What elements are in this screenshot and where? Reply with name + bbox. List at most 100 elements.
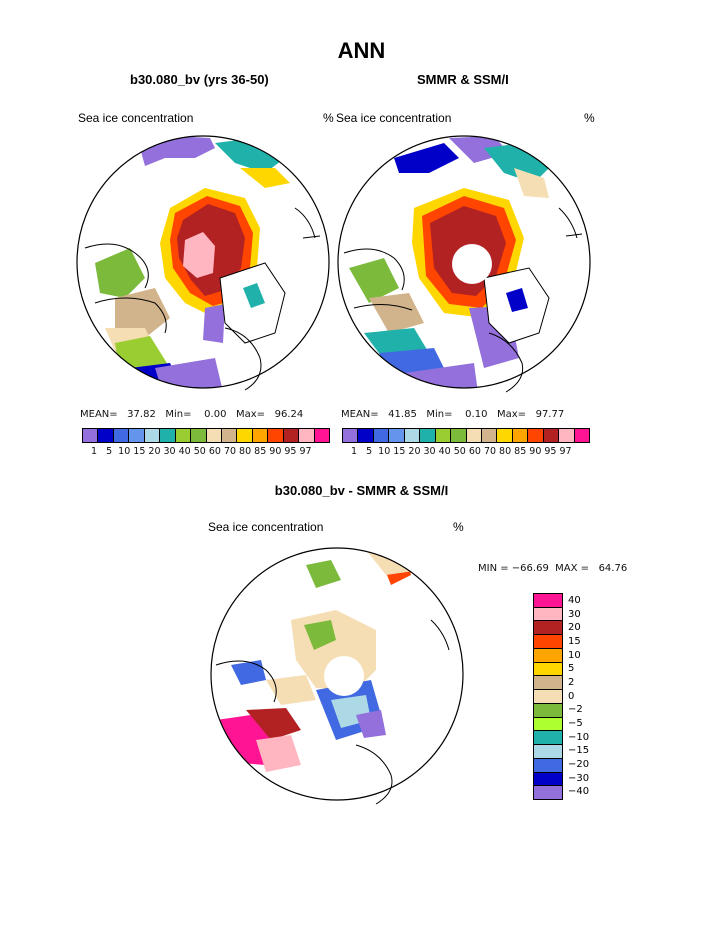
obs-ice-blue-north	[394, 143, 459, 173]
obs-ice-tan-west	[369, 293, 424, 333]
diff-colorbar-label: −5	[568, 718, 583, 729]
diff-colorbar-label: −40	[568, 786, 590, 798]
page-title: ANN	[337, 38, 386, 63]
model-ice-tan-west	[115, 288, 170, 338]
diff-left-label: Sea ice concentration	[208, 520, 324, 534]
diff-colorbar	[533, 593, 563, 800]
obs-right-label: %	[584, 111, 595, 125]
colorbar-swatch	[206, 429, 222, 442]
model-ice-purple-se	[203, 304, 225, 343]
colorbar-swatch	[343, 429, 359, 442]
obs-ice-green-west	[349, 258, 399, 303]
model-polar-map	[76, 135, 330, 391]
obs-polar-map	[337, 135, 591, 393]
colorbar-swatch	[191, 429, 207, 442]
diff-colorbar-label: 30	[568, 608, 581, 620]
diff-panel-title: b30.080_bv - SMMR & SSM/I	[274, 483, 449, 498]
colorbar-swatch	[528, 429, 544, 442]
diff-colorbar-swatch	[534, 731, 562, 746]
diff-colorbar-swatch	[534, 717, 562, 732]
colorbar-swatch	[481, 429, 498, 442]
diff-colorbar-swatch	[534, 662, 562, 677]
model-left-label: Sea ice concentration	[78, 111, 194, 125]
colorbar-swatch	[283, 429, 300, 442]
diff-lightpink-sw	[256, 735, 301, 772]
colorbar-swatch	[420, 429, 436, 442]
obs-ice-blue-greenland	[506, 288, 528, 312]
diff-colorbar-swatch	[534, 758, 562, 773]
diff-colorbar-swatch	[534, 621, 562, 636]
diff-colorbar-label: 20	[568, 622, 581, 634]
diff-colorbar-swatch	[534, 703, 562, 718]
model-ice-green-greenland	[243, 283, 265, 308]
colorbar-swatch	[252, 429, 269, 442]
colorbar-swatch	[451, 429, 467, 442]
colorbar-swatch	[373, 429, 390, 442]
colorbar-swatch	[574, 429, 589, 442]
diff-colorbar-swatch	[534, 690, 562, 704]
colorbar-swatch	[543, 429, 560, 442]
diff-colorbar-label: 2	[568, 677, 575, 688]
obs-left-label: Sea ice concentration	[336, 111, 452, 125]
diff-colorbar-swatch	[534, 745, 562, 759]
diff-colorbar-label: −30	[568, 772, 590, 784]
obs-colorbar	[342, 428, 590, 443]
obs-ice-purple-sw	[404, 363, 479, 388]
model-ice-green-west	[95, 248, 145, 298]
diff-colorbar-swatch	[534, 676, 562, 691]
diff-colorbar-swatch	[534, 786, 562, 800]
diff-colorbar-swatch	[534, 635, 562, 649]
diff-colorbar-label: 10	[568, 649, 581, 661]
diff-colorbar-label: 15	[568, 636, 581, 647]
model-ice-purple-sw	[155, 358, 225, 388]
colorbar-swatch	[314, 429, 329, 442]
diff-colorbar-swatch	[534, 607, 562, 622]
diff-colorbar-label: 40	[568, 595, 581, 606]
diff-wheat-west	[266, 675, 316, 705]
model-ice-yellow-ne	[240, 168, 290, 188]
model-colorbar	[82, 428, 330, 443]
colorbar-swatch	[389, 429, 405, 442]
colorbar-swatch	[113, 429, 130, 442]
obs-stats: MEAN= 41.85 Min= 0.10 Max= 97.77	[341, 409, 565, 420]
diff-colorbar-label: −10	[568, 731, 590, 743]
colorbar-swatch	[268, 429, 284, 442]
colorbar-swatch	[466, 429, 482, 442]
colorbar-swatch	[175, 429, 192, 442]
diff-stats: MIN = −66.69 MAX = 64.76	[478, 563, 628, 574]
model-stats: MEAN= 37.82 Min= 0.00 Max= 96.24	[80, 409, 304, 420]
diff-colorbar-labels: 40 30 20 15 10 5 2 0 −2 −5 −10 −15 −20 −30 −40	[568, 593, 618, 803]
model-colorbar-ticks: 1 5 10 15 20 30 40 50 60 70 80 85 90 95 …	[91, 446, 312, 457]
colorbar-swatch	[160, 429, 176, 442]
diff-green-center	[304, 620, 336, 650]
obs-panel-title: SMMR & SSM/I	[417, 72, 509, 87]
diff-colorbar-label: −15	[568, 745, 590, 757]
diff-polar-map	[210, 547, 464, 805]
model-ice-pack-pink	[183, 232, 215, 278]
diff-blue-west	[231, 660, 266, 685]
diff-colorbar-label: 5	[568, 663, 575, 675]
colorbar-swatch	[144, 429, 161, 442]
obs-ice-wheat-ne	[514, 168, 549, 198]
colorbar-swatch	[497, 429, 513, 442]
obs-pole-hole	[452, 244, 492, 284]
colorbar-swatch	[83, 429, 99, 442]
diff-colorbar-label: −20	[568, 759, 590, 770]
colorbar-swatch	[129, 429, 145, 442]
obs-colorbar-ticks: 1 5 10 15 20 30 40 50 60 70 80 85 90 95 …	[351, 446, 572, 457]
colorbar-swatch	[435, 429, 452, 442]
diff-colorbar-label: −2	[568, 704, 583, 716]
colorbar-swatch	[98, 429, 114, 442]
diff-purple-se	[356, 710, 386, 738]
diff-colorbar-swatch	[534, 648, 562, 663]
diff-colorbar-swatch	[534, 772, 562, 787]
colorbar-swatch	[221, 429, 238, 442]
colorbar-swatch	[358, 429, 374, 442]
diff-red-sw	[246, 708, 301, 740]
model-panel-title: b30.080_bv (yrs 36-50)	[130, 72, 269, 87]
diff-colorbar-swatch	[534, 594, 562, 608]
diff-pole-hole	[324, 656, 364, 696]
colorbar-swatch	[559, 429, 575, 442]
colorbar-swatch	[512, 429, 529, 442]
model-right-label: %	[323, 111, 334, 125]
